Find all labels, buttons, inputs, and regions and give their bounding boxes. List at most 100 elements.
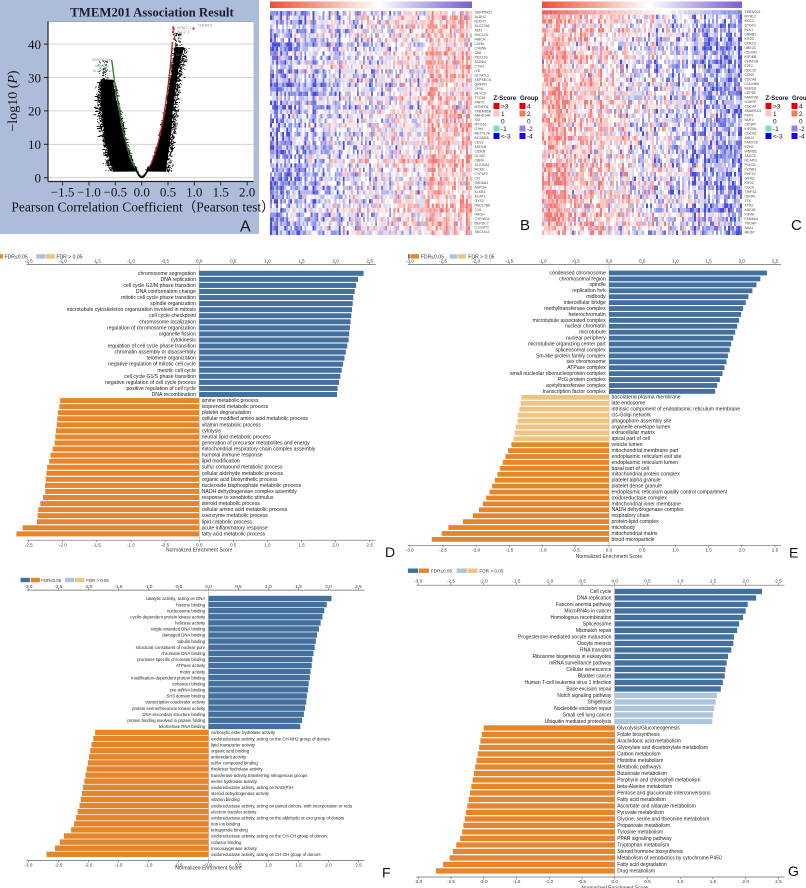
svg-text:-0.5: -0.5 — [161, 542, 169, 547]
svg-text:1.0: 1.0 — [265, 863, 272, 868]
svg-text:TMEM201: TMEM201 — [745, 10, 761, 14]
svg-text:2.0: 2.0 — [325, 584, 332, 589]
svg-text:amine metabolic process: amine metabolic process — [202, 398, 259, 404]
svg-text:KLKB1: KLKB1 — [475, 190, 486, 194]
svg-text:serine hydrolase activity: serine hydrolase activity — [211, 779, 258, 784]
svg-text:Progesterone-mediated oocyte m: Progesterone-mediated oocyte maturation — [518, 635, 612, 641]
svg-text:positive regulation of cell cy: positive regulation of cell cycle — [126, 386, 196, 392]
svg-text:2.0: 2.0 — [332, 258, 339, 263]
svg-text:small nucleolar ribonucleoprot: small nucleolar ribonucleoprotein comple… — [510, 371, 606, 377]
svg-text:CFI: CFI — [475, 177, 481, 181]
svg-text:HAGH: HAGH — [475, 212, 486, 216]
svg-text:negative regulation of mitotic: negative regulation of mitotic cell cycl… — [108, 362, 196, 368]
svg-text:Fatty acid metabolism: Fatty acid metabolism — [617, 797, 666, 803]
svg-text:vesicle lumen: vesicle lumen — [612, 442, 643, 448]
svg-text:-1.0: -1.0 — [145, 584, 153, 589]
svg-text:0.0: 0.0 — [205, 584, 212, 589]
svg-text:-1.0: -1.0 — [127, 542, 135, 547]
svg-text:steroid metabolic process: steroid metabolic process — [202, 501, 261, 507]
svg-text:MYBL2: MYBL2 — [745, 15, 757, 19]
svg-text:vitamin metabolic process: vitamin metabolic process — [202, 422, 262, 428]
svg-text:damaged DNA binding: damaged DNA binding — [162, 633, 206, 638]
svg-text:Histidine metabolism: Histidine metabolism — [617, 758, 663, 764]
svg-text:oxidoreductase activity, actin: oxidoreductase activity, acting on NAD(P… — [211, 785, 293, 790]
svg-text:cellular modified amino acid m: cellular modified amino acid metabolic p… — [202, 416, 309, 422]
svg-text:steroid dehydrogenase activity: steroid dehydrogenase activity — [211, 791, 270, 796]
svg-text:Pentose and glucuronate interc: Pentose and glucuronate interconversions — [617, 791, 711, 797]
svg-text:catalytic activity, acting on: catalytic activity, acting on DNA — [146, 596, 206, 601]
svg-text:-1.5: -1.5 — [505, 258, 513, 263]
svg-text:C8A: C8A — [475, 51, 482, 55]
svg-text:tubulin binding: tubulin binding — [177, 639, 205, 644]
svg-text:FDR≤0.05: FDR≤0.05 — [41, 578, 62, 583]
svg-text:-2.0: -2.0 — [85, 584, 93, 589]
svg-text:spindle: spindle — [589, 282, 605, 288]
svg-text:MCEE: MCEE — [475, 168, 486, 172]
svg-text:-1.5: -1.5 — [93, 542, 101, 547]
svg-text:FDR > 0.05: FDR > 0.05 — [56, 254, 82, 260]
svg-text:histone binding: histone binding — [176, 602, 206, 607]
svg-text:ACSM2A: ACSM2A — [475, 136, 490, 140]
svg-text:transcription factor complex: transcription factor complex — [543, 389, 606, 395]
svg-text:-1.5: -1.5 — [115, 863, 123, 868]
svg-text:1.5: 1.5 — [710, 879, 717, 884]
svg-text:Group: Group — [792, 95, 806, 102]
svg-text:B: B — [520, 217, 530, 234]
svg-text:sulfur compound binding: sulfur compound binding — [211, 761, 258, 766]
svg-text:ACBD4: ACBD4 — [475, 60, 487, 64]
svg-text:0.5: 0.5 — [639, 548, 646, 553]
svg-text:nuclear periphery: nuclear periphery — [566, 336, 606, 342]
svg-text:Metabolism of xenobiotics by c: Metabolism of xenobiotics by cytochrome … — [617, 856, 722, 862]
svg-text:4: 4 — [799, 104, 803, 111]
svg-text:-3.0: -3.0 — [25, 584, 33, 589]
svg-text:CPN1: CPN1 — [475, 87, 484, 91]
svg-text:CES2: CES2 — [475, 141, 484, 145]
svg-text:TMEM201 Association Result: TMEM201 Association Result — [70, 6, 234, 20]
svg-text:C12orf72: C12orf72 — [475, 226, 489, 230]
svg-text:extracellular matrix: extracellular matrix — [612, 430, 656, 436]
svg-text:SLC10A1: SLC10A1 — [475, 163, 490, 167]
svg-text:generation of precursor metabo: generation of precursor metabolites and … — [202, 440, 310, 446]
svg-text:1.5: 1.5 — [705, 258, 712, 263]
svg-text:telomerase RNA binding: telomerase RNA binding — [159, 724, 206, 729]
svg-text:mitotic cell cycle phase trans: mitotic cell cycle phase transition — [121, 295, 196, 301]
svg-text:CYP4F2: CYP4F2 — [475, 172, 488, 176]
svg-text:1.0: 1.0 — [677, 879, 684, 884]
svg-text:0.0: 0.0 — [196, 258, 203, 263]
svg-text:Notch signaling pathway: Notch signaling pathway — [557, 693, 612, 699]
svg-text:0.5: 0.5 — [644, 579, 651, 584]
svg-text:Human T-cell leukemia virus 1: Human T-cell leukemia virus 1 infection — [525, 680, 612, 686]
svg-text:1.0: 1.0 — [264, 542, 271, 547]
svg-text:structural constituent of nucl: structural constituent of nuclear pore — [136, 645, 206, 650]
svg-text:FDR > 0.05: FDR > 0.05 — [479, 569, 503, 574]
svg-text:−1.0: −1.0 — [77, 185, 101, 200]
svg-text:platelet alpha granule: platelet alpha granule — [612, 478, 661, 484]
svg-text:response to xenobiotic stimulu: response to xenobiotic stimulus — [202, 495, 274, 501]
svg-text:-2.5: -2.5 — [55, 584, 63, 589]
svg-text:Normalized Enrichment Score: Normalized Enrichment Score — [576, 554, 643, 560]
svg-text:0.0: 0.0 — [612, 579, 619, 584]
svg-text:organic acid binding: organic acid binding — [211, 748, 250, 753]
svg-text:SUCLG2: SUCLG2 — [475, 33, 489, 37]
svg-text:0.5: 0.5 — [160, 185, 176, 200]
svg-text:0.5: 0.5 — [639, 258, 646, 263]
svg-text:acetyltransferase complex: acetyltransferase complex — [546, 383, 606, 389]
svg-text:QRFPR: QRFPR — [475, 82, 488, 86]
svg-text:lipid transporter activity: lipid transporter activity — [211, 742, 256, 747]
svg-text:2.5: 2.5 — [355, 863, 362, 868]
svg-text:spliceosomal complex: spliceosomal complex — [555, 347, 606, 353]
svg-text:<-3: <-3 — [501, 134, 511, 141]
svg-text:HIBCH: HIBCH — [475, 38, 486, 42]
svg-text:cofactor binding: cofactor binding — [211, 840, 242, 845]
svg-text:FDR > 0.05: FDR > 0.05 — [86, 578, 109, 583]
svg-text:organelle envelope lumen: organelle envelope lumen — [612, 424, 671, 430]
svg-text:SRD5A1: SRD5A1 — [475, 181, 489, 185]
svg-text:0: 0 — [799, 119, 803, 126]
svg-text:2: 2 — [527, 111, 531, 118]
svg-text:coenzyme metabolic process: coenzyme metabolic process — [202, 513, 269, 519]
svg-text:oxidoreductase complex: oxidoreductase complex — [612, 495, 668, 501]
svg-text:2.5: 2.5 — [772, 548, 779, 553]
svg-text:GLYAT: GLYAT — [475, 154, 487, 158]
svg-text:tetrapyrrole binding: tetrapyrrole binding — [211, 828, 248, 833]
svg-text:-0.5: -0.5 — [161, 258, 169, 263]
